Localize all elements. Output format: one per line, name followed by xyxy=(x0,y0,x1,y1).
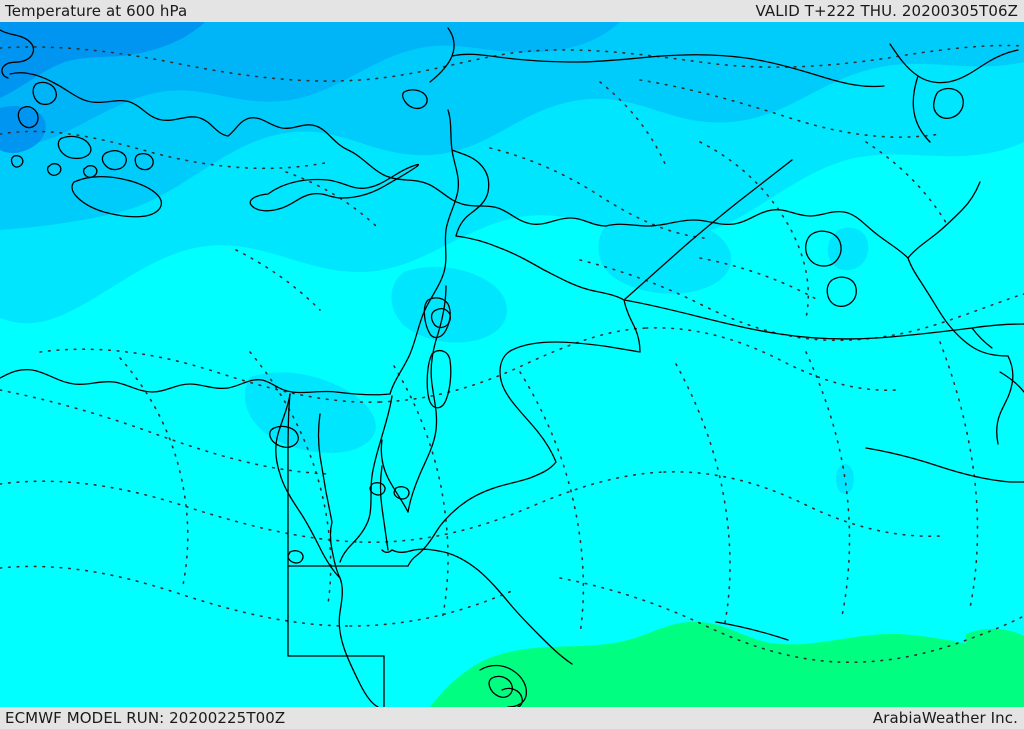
jordan-saudi-border xyxy=(407,341,641,567)
band-blue xyxy=(0,22,620,149)
turkey-syria-border xyxy=(605,209,845,227)
header-bar: Temperature at 600 hPa VALID T+222 THU. … xyxy=(0,0,1024,22)
israel-egypt-border xyxy=(380,439,409,513)
island-karpathos xyxy=(134,153,154,171)
right-edge-border xyxy=(865,447,1024,483)
northeast-coast xyxy=(889,43,1019,84)
south-coast-fragment xyxy=(501,687,523,707)
band-deep-blue-pocket xyxy=(0,106,46,153)
levant-coast xyxy=(389,109,460,395)
saudi-kuwait-border xyxy=(971,327,993,349)
gulf-island-1 xyxy=(805,230,842,267)
turkey-iran-border xyxy=(907,181,981,259)
footer-bar: ECMWF MODEL RUN: 20200225T00Z ArabiaWeat… xyxy=(0,707,1024,729)
band-pocket-small-east xyxy=(836,464,854,494)
cyprus xyxy=(249,163,420,212)
temperature-map[interactable] xyxy=(0,22,1024,707)
valid-time-label: VALID T+222 THU. 20200305T06Z xyxy=(755,2,1018,20)
aqaba-head xyxy=(381,549,393,553)
south-red-sea-coast-detail xyxy=(479,664,528,707)
red-sea-west-coast xyxy=(338,577,379,707)
band-green-nub xyxy=(966,628,1024,662)
gulf-of-suez xyxy=(329,521,341,579)
dead-sea xyxy=(426,349,452,409)
saudi-yemen-hint xyxy=(715,621,789,641)
greek-coast-1 xyxy=(9,72,229,137)
right-edge-coast xyxy=(999,371,1024,393)
red-sea-east-coast xyxy=(391,548,573,665)
sinai-mediterranean-coast xyxy=(291,390,391,396)
band-green-south xyxy=(430,621,1024,707)
israel-jordan-border xyxy=(407,285,447,513)
red-sea-island-2 xyxy=(369,482,386,496)
iraq-iran-border xyxy=(907,257,1009,357)
sinai-east-coast xyxy=(339,395,393,563)
turkey-west-coast xyxy=(227,117,349,151)
island-chios xyxy=(17,106,39,129)
iraq-iran-border-south xyxy=(996,355,1014,445)
lebanon-border xyxy=(451,149,490,237)
island-samos xyxy=(57,135,92,160)
island-small-3 xyxy=(10,155,24,168)
west-bank xyxy=(423,297,451,339)
northeast-coast-2 xyxy=(912,75,931,143)
map-canvas xyxy=(0,22,1024,707)
attribution-label: ArabiaWeather Inc. xyxy=(872,709,1018,727)
map-outlines xyxy=(0,27,1024,707)
lake-urmia xyxy=(933,87,964,119)
lake-bardawil xyxy=(269,425,299,448)
model-run-label: ECMWF MODEL RUN: 20200225T00Z xyxy=(5,709,286,727)
island-rhodes xyxy=(101,150,127,171)
nile-river xyxy=(317,413,333,523)
aegean-coast xyxy=(0,29,35,79)
gulf-island-2 xyxy=(826,276,857,307)
turkey-se-coast xyxy=(531,217,607,227)
island-lesbos xyxy=(32,81,57,106)
island-small-2 xyxy=(82,165,98,178)
island-crete xyxy=(71,176,162,218)
gulf-of-aqaba xyxy=(379,465,389,551)
egypt-north-coast xyxy=(0,368,293,393)
page-title: Temperature at 600 hPa xyxy=(5,2,188,20)
syria-iraq-border xyxy=(623,159,793,301)
turkey-north-border xyxy=(451,53,885,88)
temperature-field xyxy=(0,22,1024,707)
south-red-sea-bay xyxy=(488,675,513,698)
marmara xyxy=(402,89,428,110)
jordan-iraq-border xyxy=(623,299,641,353)
island-small-1 xyxy=(46,163,62,176)
syria-jordan-border xyxy=(455,235,625,301)
sea-of-galilee xyxy=(430,308,451,329)
red-sea-island-3 xyxy=(393,486,410,500)
red-sea-island-1 xyxy=(287,550,304,564)
turkey-south-coast xyxy=(347,149,533,225)
turkey-iraq-border xyxy=(843,211,909,259)
band-deep-blue xyxy=(0,22,205,98)
egypt-libya-border xyxy=(287,393,291,657)
